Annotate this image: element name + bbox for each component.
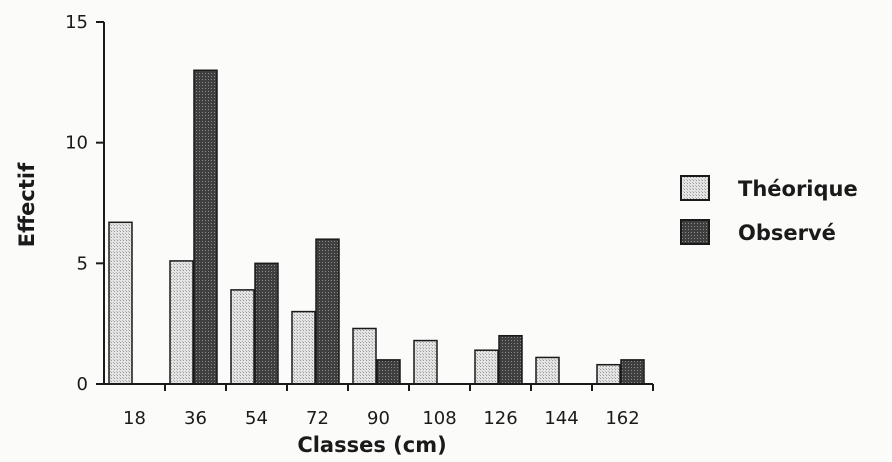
- bar-observe: [193, 69, 218, 385]
- bar-observe: [254, 262, 279, 385]
- y-axis-title: Effectif: [15, 162, 39, 247]
- x-tick-label: 108: [422, 408, 456, 429]
- bar-theorique: [291, 310, 316, 385]
- legend-swatch: [680, 219, 710, 245]
- legend: Théorique Observé: [680, 175, 858, 245]
- x-axis-title: Classes (cm): [297, 433, 446, 457]
- bar-theorique: [230, 289, 255, 385]
- x-tick-label: 126: [483, 408, 517, 429]
- x-tick-label: 54: [245, 408, 268, 429]
- bar-observe: [620, 359, 645, 385]
- bars-layer: [108, 69, 645, 385]
- bar-observe: [315, 238, 340, 385]
- x-tick-label: 162: [605, 408, 639, 429]
- bar-observe: [376, 359, 401, 385]
- bar-theorique: [413, 339, 438, 385]
- y-tick-label: 5: [77, 253, 88, 274]
- x-tick-label: 72: [306, 408, 329, 429]
- x-tick-label: 144: [544, 408, 578, 429]
- bar-theorique: [535, 356, 560, 385]
- ticks-layer: 0 5 10 15 18 36 54 72 90 108 126 144 162: [65, 12, 654, 429]
- bar-theorique: [108, 221, 133, 385]
- y-tick-label: 10: [65, 133, 88, 154]
- bar-observe: [498, 334, 523, 385]
- bar-theorique: [474, 349, 499, 385]
- legend-label: Théorique: [738, 177, 858, 201]
- bar-theorique: [352, 327, 377, 385]
- x-tick-label: 90: [367, 408, 390, 429]
- y-tick-label: 0: [77, 374, 88, 395]
- x-tick-label: 36: [184, 408, 207, 429]
- y-tick-label: 15: [65, 12, 88, 33]
- x-tick-label: 18: [123, 408, 146, 429]
- bar-theorique: [169, 260, 194, 385]
- bar-theorique: [596, 363, 621, 385]
- legend-label: Observé: [738, 221, 836, 245]
- legend-swatch: [680, 175, 710, 201]
